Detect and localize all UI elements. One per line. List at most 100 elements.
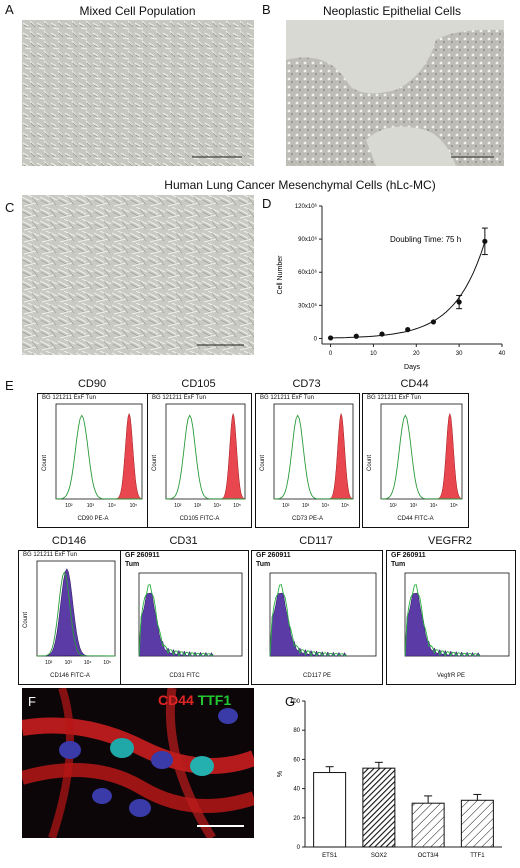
facs-sample-id: BG 121211 ExF Tun: [23, 552, 77, 558]
isotype-histogram: [36, 571, 116, 657]
fluorescence-image: [22, 688, 254, 838]
stained-histogram: [138, 592, 214, 657]
facs-histogram: [138, 572, 243, 658]
y-tick-label: 80: [293, 728, 300, 734]
x-tick-label: 10⁴: [321, 503, 329, 509]
facs-panel-cd90: BG 121211 ExF Tun Count CD90 PE-A 10² 10³ 10⁴…: [37, 393, 149, 528]
x-tick-label: 0: [329, 351, 333, 357]
plot-frame: [55, 403, 143, 500]
facs-title-vegfr2: VEGFR2: [427, 535, 472, 547]
facs-histogram: 10² 10³ 10⁴ 10⁵: [165, 403, 246, 509]
facs-sample-id: BG 121211 ExF Tun: [152, 395, 206, 401]
panel-b-title: Neoplastic Epithelial Cells: [322, 4, 462, 18]
facs-panel-vegfr2: GF 260911 Tum VegfrR PE: [386, 550, 516, 685]
doubling-time-annotation: Doubling Time: 75 h: [390, 235, 461, 244]
facs-title-cd73: CD73: [292, 378, 321, 390]
stained-histogram: [45, 568, 87, 657]
facs-histogram: 10² 10³ 10⁴ 10⁵: [55, 403, 143, 509]
y-axis-title: %: [277, 771, 284, 777]
x-tick-label: 10²: [282, 503, 290, 509]
facs-sample-id: GF 260911: [256, 552, 291, 559]
growth-curve-chart: 0 30x10⁶ 60x10⁶ 90x10⁶ 120x10⁶ 0 10 20 30 40 Days C…: [277, 203, 506, 371]
facs-title-cd90: CD90: [77, 378, 107, 390]
facs-title-cd146: CD146: [51, 535, 87, 547]
stained-histogram: [404, 592, 481, 657]
panel-a-label: A: [5, 2, 14, 17]
panel-f-fluorescence: [22, 688, 254, 838]
x-tick-label: 10: [370, 351, 377, 357]
plot-frame: [380, 403, 463, 500]
x-tick-label: 40: [499, 351, 506, 357]
y-tick-label: 0: [314, 336, 318, 342]
facs-sample-tag: Tum: [256, 561, 271, 568]
facs-x-label: CD117 PE: [303, 673, 331, 679]
y-tick-label: 20: [293, 816, 300, 822]
facs-sample-id: GF 260911: [125, 552, 160, 559]
stained-histogram: [115, 412, 143, 500]
x-tick-label: 10⁴: [84, 660, 92, 666]
facs-histogram: 10² 10³ 10⁴ 10⁵: [273, 403, 354, 509]
x-tick-label: SOX2: [371, 853, 388, 859]
x-tick-label: 10³: [194, 503, 202, 509]
panel-a-title: Mixed Cell Population: [79, 4, 196, 18]
facs-sample-id: GF 260911: [391, 552, 426, 559]
x-tick-label: 10⁵: [341, 503, 349, 509]
panel-a-micrograph: [22, 20, 254, 166]
panel-cd-title: Human Lung Cancer Mesenchymal Cells (hLc…: [164, 178, 436, 192]
y-axis-title: Cell Number: [277, 255, 284, 295]
bar: [362, 767, 396, 848]
facs-sample-id: BG 121211 ExF Tun: [42, 395, 96, 401]
y-tick-label: 30x10⁶: [298, 302, 317, 309]
mesenchymal-texture: [22, 195, 254, 355]
x-tick-label: 10⁴: [430, 503, 438, 509]
data-point: [353, 333, 359, 339]
y-tick-label: 90x10⁶: [298, 236, 317, 243]
x-tick-label: 10²: [390, 503, 398, 509]
isotype-histogram: [55, 414, 143, 500]
facs-x-label: CD44 FITC-A: [397, 516, 434, 522]
x-axis-title: Days: [404, 364, 420, 371]
data-point: [482, 238, 488, 244]
facs-x-label: CD146 FITC-A: [50, 673, 90, 679]
stained-histogram: [269, 592, 347, 657]
facs-histogram: [269, 572, 377, 658]
x-tick-label: 10⁵: [103, 660, 111, 666]
x-tick-label: 10⁵: [450, 503, 458, 509]
x-tick-label: OCT3/4: [418, 853, 440, 859]
isotype-histogram: [138, 584, 214, 658]
facs-panel-cd31: GF 260911 Tum CD31 FITC: [120, 550, 249, 685]
panel-f-label: F: [28, 694, 36, 709]
x-tick-label: 10²: [174, 503, 182, 509]
facs-histogram: [404, 572, 510, 658]
panel-g-label: G: [285, 694, 296, 709]
x-tick-label: 10³: [302, 503, 310, 509]
stain-ttf1: TTF1: [197, 692, 232, 708]
cells-texture: [22, 20, 254, 166]
x-tick-label: 10⁵: [233, 503, 241, 509]
data-point: [456, 299, 462, 305]
y-tick-label: 0: [297, 845, 301, 851]
stained-histogram: [221, 412, 246, 500]
facs-sample-id: BG 121211 ExF Tun: [367, 395, 421, 401]
x-tick-label: 10²: [45, 660, 53, 666]
facs-x-label: CD105 FITC-A: [179, 516, 220, 522]
panel-c-label: C: [5, 200, 15, 215]
facs-x-label: CD73 PE-A: [291, 516, 323, 522]
y-tick-label: 60: [293, 757, 300, 763]
facs-sample-tag: Tum: [391, 561, 406, 568]
facs-histogram: 10² 10³ 10⁴ 10⁵: [380, 403, 463, 509]
panel-d-label: D: [262, 196, 272, 211]
x-tick-label: TTF1: [470, 853, 485, 859]
plot-frame: [273, 403, 354, 500]
data-point: [405, 327, 411, 333]
x-tick-label: 10⁵: [130, 503, 138, 509]
data-point: [430, 319, 437, 325]
stained-histogram: [437, 412, 463, 500]
isotype-histogram: [380, 414, 463, 500]
plot-frame: [36, 560, 116, 657]
x-tick-label: 10³: [65, 660, 73, 666]
stained-histogram: [329, 412, 354, 500]
facs-x-label: CD90 PE-A: [77, 516, 109, 522]
stain-legend: CD44 TTF1: [158, 692, 231, 708]
facs-sample-id: BG 121211 ExF Tun: [260, 395, 314, 401]
